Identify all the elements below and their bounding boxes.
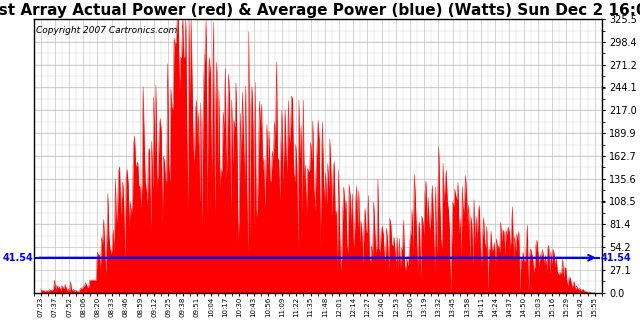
Text: Copyright 2007 Cartronics.com: Copyright 2007 Cartronics.com bbox=[36, 26, 178, 35]
Text: 41.54: 41.54 bbox=[3, 253, 33, 263]
Text: 41.54: 41.54 bbox=[600, 253, 631, 263]
Title: East Array Actual Power (red) & Average Power (blue) (Watts) Sun Dec 2 16:06: East Array Actual Power (red) & Average … bbox=[0, 3, 640, 18]
